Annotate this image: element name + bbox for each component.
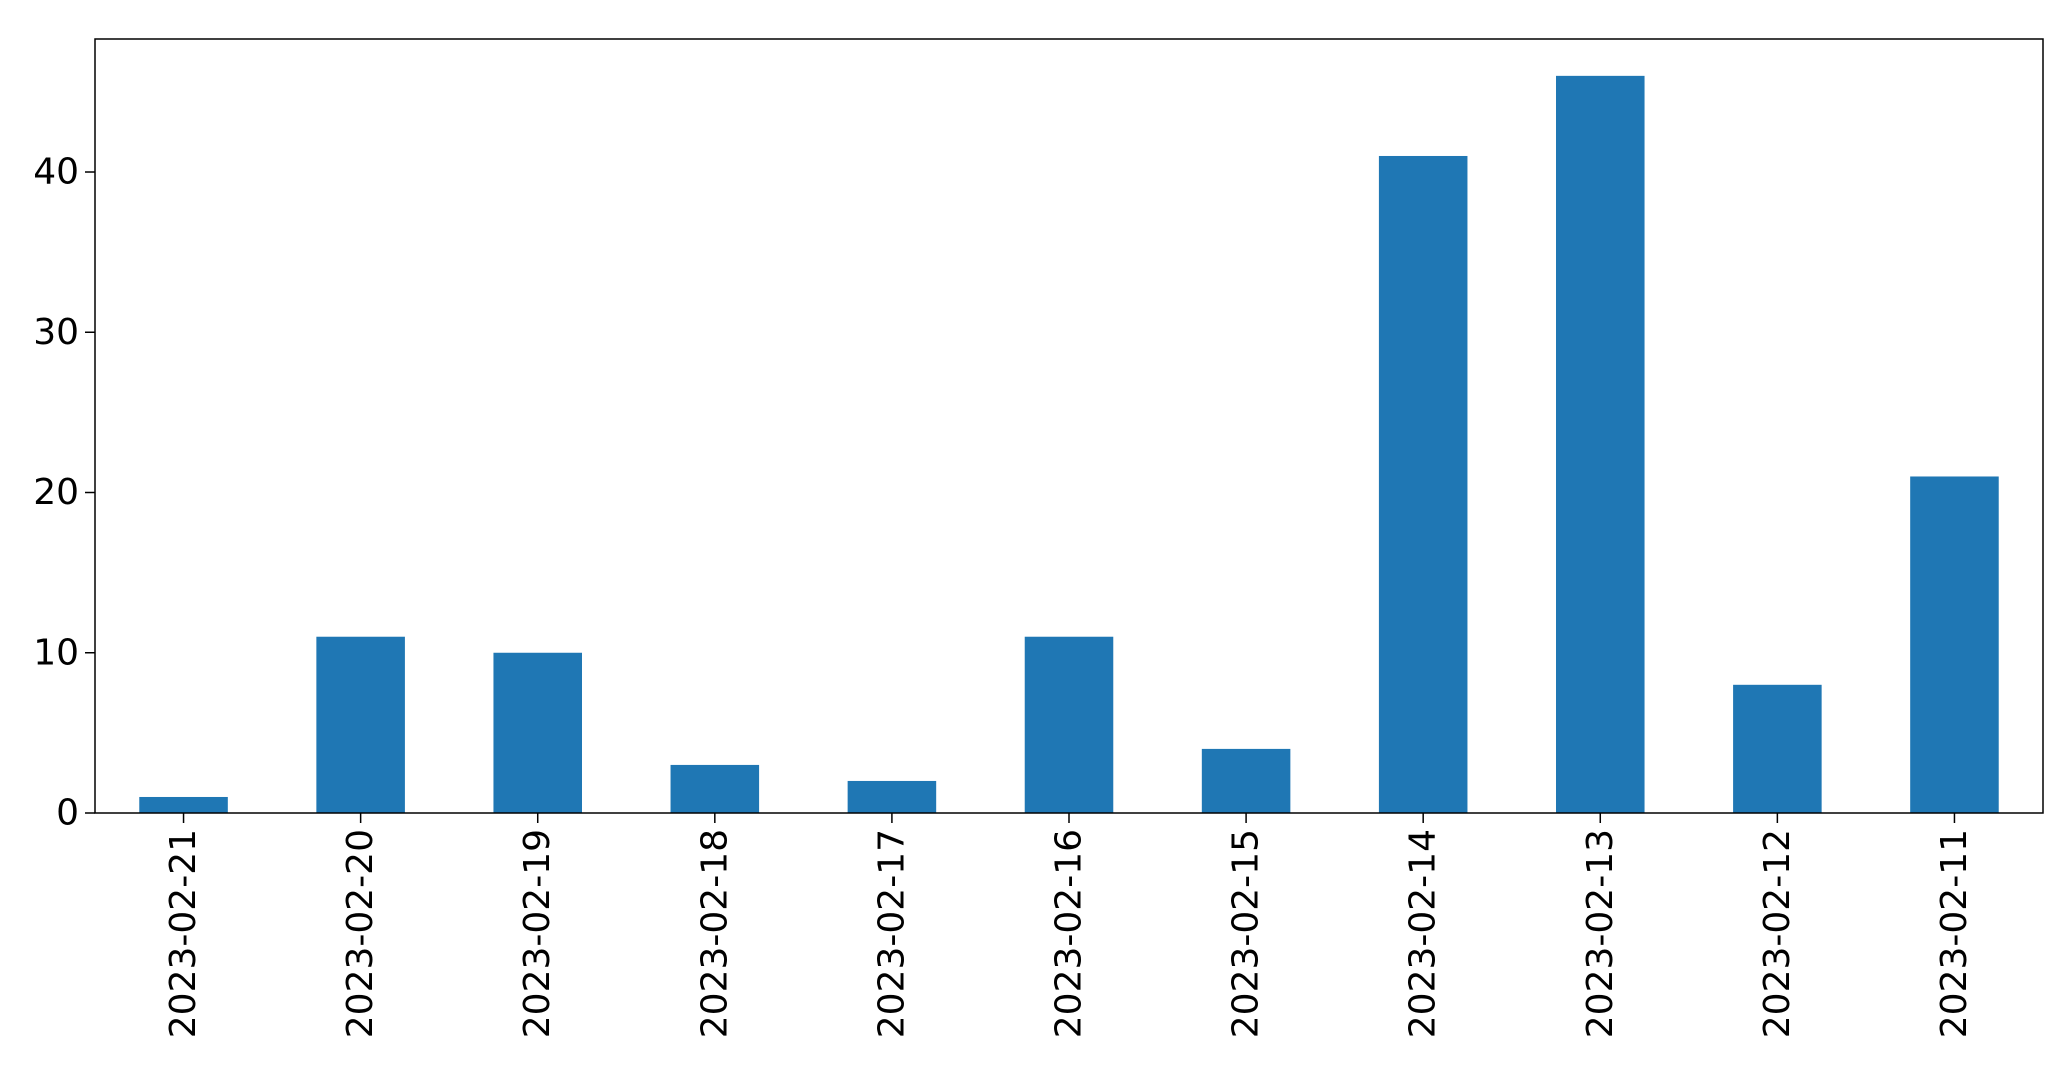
bar-2023-02-12 (1733, 684, 1822, 813)
y-axis: 0 10 20 30 40 (33, 152, 95, 834)
bar-2023-02-19 (493, 652, 582, 813)
x-tick-label: 2023-02-20 (340, 829, 381, 1038)
y-tick-label: 20 (33, 472, 79, 513)
x-tick-label: 2023-02-14 (1403, 829, 1444, 1038)
x-tick-label: 2023-02-11 (1934, 829, 1975, 1038)
y-tick-label: 40 (33, 152, 79, 193)
bar-2023-02-14 (1378, 155, 1468, 813)
x-tick-label: 2023-02-12 (1757, 829, 1798, 1038)
x-tick-label: 2023-02-17 (871, 829, 912, 1038)
bars-layer (139, 75, 1999, 814)
bar-2023-02-11 (1910, 476, 1999, 813)
x-tick-label: 2023-02-15 (1226, 829, 1267, 1038)
x-tick-label: 2023-02-18 (694, 829, 735, 1038)
bar-2023-02-16 (1024, 636, 1114, 813)
y-tick-label: 30 (33, 312, 79, 353)
x-tick-label: 2023-02-16 (1049, 829, 1090, 1038)
bar-2023-02-15 (1201, 748, 1291, 813)
bar-2023-02-20 (316, 636, 405, 813)
bar-2023-02-17 (847, 780, 937, 813)
y-tick-label: 0 (56, 793, 79, 834)
y-tick-label: 10 (33, 632, 79, 673)
x-axis: 2023-02-21 2023-02-20 2023-02-19 2023-02-18… (163, 813, 1975, 1038)
plot-frame (94, 38, 2044, 814)
bar-2023-02-18 (670, 764, 760, 813)
x-tick-label: 2023-02-13 (1580, 829, 1621, 1038)
x-tick-label: 2023-02-21 (163, 829, 204, 1038)
x-tick-label: 2023-02-19 (517, 829, 558, 1038)
bar-2023-02-21 (139, 796, 228, 813)
bar-2023-02-13 (1556, 75, 1645, 814)
